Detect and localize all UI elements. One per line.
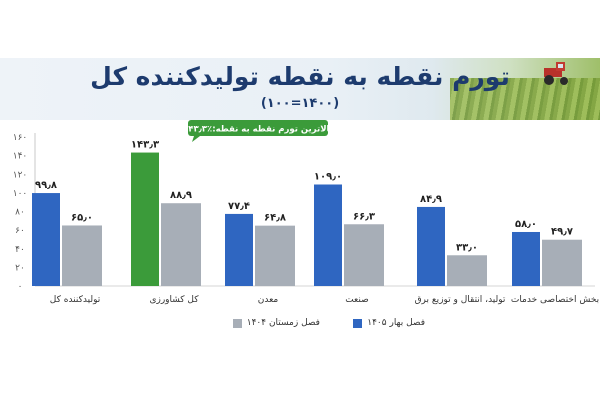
field-image (450, 78, 600, 120)
legend-item-spring: فصل بهار ۱۴۰۵ (353, 318, 425, 328)
bar-winter (255, 225, 295, 286)
y-tick-label: ۱۲۰ (13, 170, 28, 180)
legend-label-spring: فصل بهار ۱۴۰۵ (367, 318, 425, 328)
bar-chart: ۰ ۲۰ ۴۰ ۶۰ ۸۰ ۱۰۰ ۱۲۰ ۱۴۰ ۱۶۰ ۹۹٫۸ ۶۵٫۰ تولیدکننده … (13, 120, 599, 305)
category-label: تولیدکننده کل (50, 295, 101, 305)
y-tick-label: ۰ (18, 282, 23, 292)
bar-spring (314, 184, 342, 286)
chart-title: تورم نقطه به نقطه تولیدکننده کل (90, 62, 510, 91)
data-label-spring: ۷۷٫۴ (228, 201, 250, 212)
callout-box (188, 120, 328, 136)
bar-winter (62, 225, 102, 286)
data-label-spring: ۵۸٫۰ (515, 219, 537, 230)
y-tick-label: ۱۶۰ (13, 133, 28, 143)
data-label-spring: ۱۴۳٫۳ (131, 140, 159, 151)
category-label: بخش اختصاصی خدمات (511, 295, 599, 305)
bar-spring (225, 213, 253, 286)
data-label-spring: ۱۰۹٫۰ (314, 171, 342, 182)
tractor-icon (544, 62, 568, 85)
data-label-winter: ۶۵٫۰ (71, 212, 93, 223)
category-label: تولید، انتقال و توزیع برق (415, 295, 506, 305)
y-tick-label: ۲۰ (15, 263, 25, 273)
bar-spring (417, 206, 445, 286)
data-label-winter: ۳۳٫۰ (456, 242, 478, 253)
bar-winter (344, 224, 384, 286)
bar-winter (542, 239, 582, 286)
legend-swatch-spring (353, 318, 363, 328)
data-label-winter: ۶۶٫۳ (353, 211, 375, 222)
chart-subtitle: (۱۴۰۰=۱۰۰) (260, 96, 340, 111)
category-label: کل کشاورزی (149, 295, 199, 305)
category-label: صنعت (345, 295, 369, 305)
data-label-spring: ۹۹٫۸ (35, 180, 57, 191)
data-label-winter: ۶۴٫۸ (264, 213, 286, 224)
data-label-winter: ۴۹٫۷ (551, 227, 573, 238)
bar-winter (447, 255, 487, 286)
legend-label-winter: فصل زمستان ۱۴۰۴ (246, 318, 320, 328)
callout-pointer (192, 136, 200, 142)
data-label-spring: ۸۴٫۹ (420, 194, 442, 205)
legend: فصل بهار ۱۴۰۵ فصل زمستان ۱۴۰۴ (230, 318, 430, 332)
y-tick-label: ۶۰ (15, 226, 25, 236)
bar-spring (131, 152, 159, 286)
y-tick-label: ۱۰۰ (13, 189, 28, 199)
bar-spring (512, 231, 540, 286)
bar-spring (32, 193, 60, 286)
legend-swatch-winter (232, 318, 242, 328)
callout-label: بالاترین تورم نقطه به نقطه:٪۱۴۳٫۳ (183, 125, 333, 135)
y-tick-label: ۸۰ (15, 208, 25, 218)
data-label-winter: ۸۸٫۹ (170, 190, 192, 201)
category-label: معدن (258, 295, 279, 305)
bar-winter (161, 203, 201, 286)
header-banner (0, 58, 600, 120)
y-tick-label: ۱۴۰ (13, 152, 28, 162)
legend-item-winter: فصل زمستان ۱۴۰۴ (232, 318, 320, 328)
y-tick-label: ۴۰ (15, 245, 25, 255)
